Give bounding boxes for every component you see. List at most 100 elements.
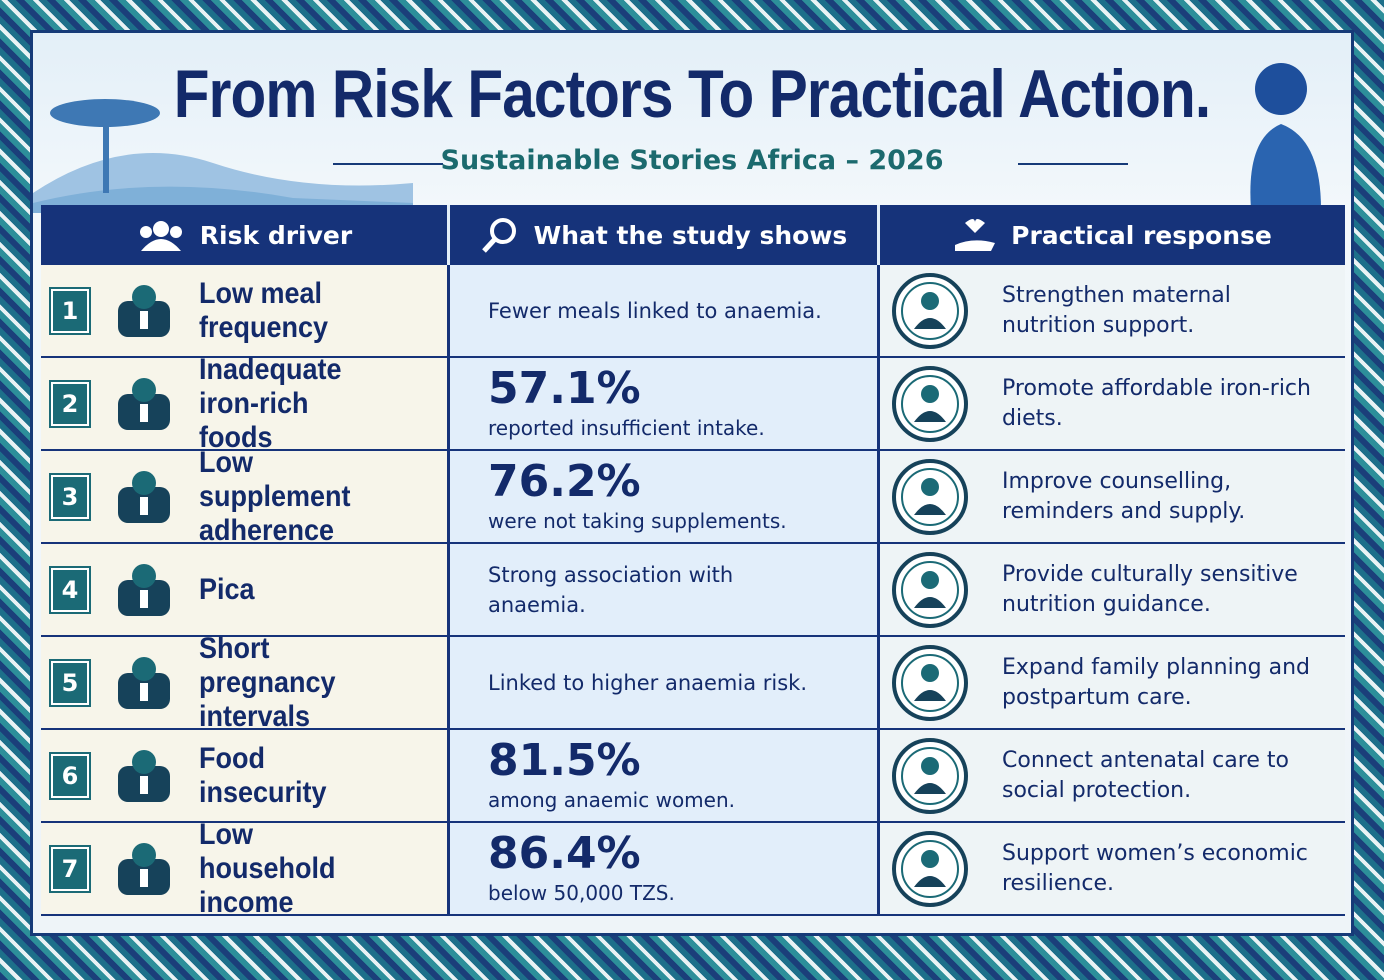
response-cell: Support women’s economic resilience. [880,823,1345,914]
icon [139,221,182,251]
table-row: 3 Low supplement adherence 76.2% were not t… [41,446,1345,547]
divider [1018,163,1128,165]
divider [333,163,443,165]
table-row: 7 Low household income 86.4% below 50,000 T… [41,818,1345,919]
icon-box [880,736,980,816]
finding-text: Fewer meals linked to anaemia. [488,298,822,323]
icon-box [89,364,199,444]
risk-driver: Low household income [199,817,336,919]
row-number: 5 [49,658,91,707]
row-number: 1 [49,286,91,335]
finding-text: reported insufficient intake. [488,415,765,440]
finding-text: Strong association with anaemia. [488,562,734,617]
subtitle: Sustainable Stories Africa – 2026 [440,145,944,176]
finding-stat: 57.1% [488,362,641,414]
icon [892,644,968,721]
finding-stat: 86.4% [488,827,641,879]
response-cell: Provide culturally sensitive nutrition g… [880,544,1345,635]
title: From Risk Factors To Practical Action. [173,56,1211,132]
finding-cell: 57.1% reported insufficient intake. [450,358,880,449]
finding-text: below 50,000 TZS. [488,880,675,905]
icon-box [880,271,980,351]
row-number: 3 [49,472,91,521]
icon-box [880,550,980,630]
response-cell: Expand family planning and postpartum ca… [880,637,1345,728]
icon [118,377,170,430]
icon-box [880,457,980,537]
column-header: Risk driver [41,205,450,265]
icon [892,737,968,814]
icon [118,563,170,616]
row-number: 4 [49,565,91,614]
risk-driver: Low supplement adherence [199,445,351,547]
row-number: 6 [49,751,91,800]
practical-response: Promote affordable iron-rich diets. [1002,375,1311,431]
table-body: 1 Low meal frequency Fewer meals linked to… [41,265,1345,919]
response-cell: Connect antenatal care to social protect… [880,730,1345,821]
response-cell: Improve counselling, reminders and suppl… [880,451,1345,542]
finding-cell: 86.4% below 50,000 TZS. [450,823,880,914]
icon-box [89,457,199,537]
infographic: From Risk Factors To Practical Action. S… [30,30,1354,936]
column-title: What the study shows [533,220,848,250]
table-row: 6 Food insecurity 81.5% among anaemic women… [41,730,1345,823]
risk-driver: Food insecurity [199,741,327,809]
risk-driver-cell: 3 Low supplement adherence [41,446,450,547]
icon [118,842,170,895]
practical-response: Improve counselling, reminders and suppl… [1002,468,1246,524]
finding-cell: Strong association with anaemia. [450,544,880,635]
finding-cell: Linked to higher anaemia risk. [450,637,880,728]
table-row: 1 Low meal frequency Fewer meals linked to… [41,265,1345,358]
finding-cell: 81.5% among anaemic women. [450,730,880,821]
practical-response: Strengthen maternal nutrition support. [1002,282,1231,338]
icon [892,272,968,349]
header-row: Risk driver What the study shows Practic… [41,205,1345,265]
risk-driver-cell: 6 Food insecurity [41,730,450,821]
finding-cell: Fewer meals linked to anaemia. [450,265,880,356]
finding-text: Linked to higher anaemia risk. [488,670,807,695]
table-row: 2 Inadequate iron-rich foods 57.1% reported… [41,353,1345,454]
practical-response: Expand family planning and postpartum ca… [1002,654,1311,710]
risk-driver: Low meal frequency [199,276,329,344]
woman-illustration [1250,63,1321,209]
column-header: Practical response [880,205,1345,265]
risk-driver-cell: 5 Short pregnancy intervals [41,632,450,733]
icon [118,470,170,523]
icon [892,830,968,907]
finding-stat: 76.2% [488,455,641,507]
icon [118,749,170,802]
finding-text: were not taking supplements. [488,508,787,533]
icon [892,365,968,442]
risk-driver-cell: 1 Low meal frequency [41,265,450,356]
risk-driver-cell: 4 Pica [41,544,450,635]
column-title: Risk driver [199,220,353,250]
risk-driver: Pica [199,572,255,606]
table: Risk driver What the study shows Practic… [41,205,1345,919]
icon-box [89,271,199,351]
risk-driver: Inadequate iron-rich foods [199,352,342,454]
table-row: 5 Short pregnancy intervals Linked to high… [41,632,1345,733]
icon-box [89,829,199,909]
icon [892,551,968,628]
risk-driver-cell: 2 Inadequate iron-rich foods [41,353,450,454]
risk-driver: Short pregnancy intervals [199,631,336,733]
icon-box [89,643,199,723]
response-cell: Strengthen maternal nutrition support. [880,265,1345,356]
icon [118,284,170,337]
icon [118,656,170,709]
row-number: 2 [49,379,91,428]
finding-stat: 81.5% [488,734,641,786]
icon-box [880,829,980,909]
column-header: What the study shows [450,205,880,265]
icon-box [880,364,980,444]
finding-cell: 76.2% were not taking supplements. [450,451,880,542]
icon [481,218,516,253]
response-cell: Promote affordable iron-rich diets. [880,358,1345,449]
practical-response: Provide culturally sensitive nutrition g… [1002,561,1298,617]
practical-response: Connect antenatal care to social protect… [1002,747,1289,803]
icon-box [89,736,199,816]
finding-text: among anaemic women. [488,787,736,812]
column-title: Practical response [1011,220,1272,250]
risk-driver-cell: 7 Low household income [41,818,450,919]
